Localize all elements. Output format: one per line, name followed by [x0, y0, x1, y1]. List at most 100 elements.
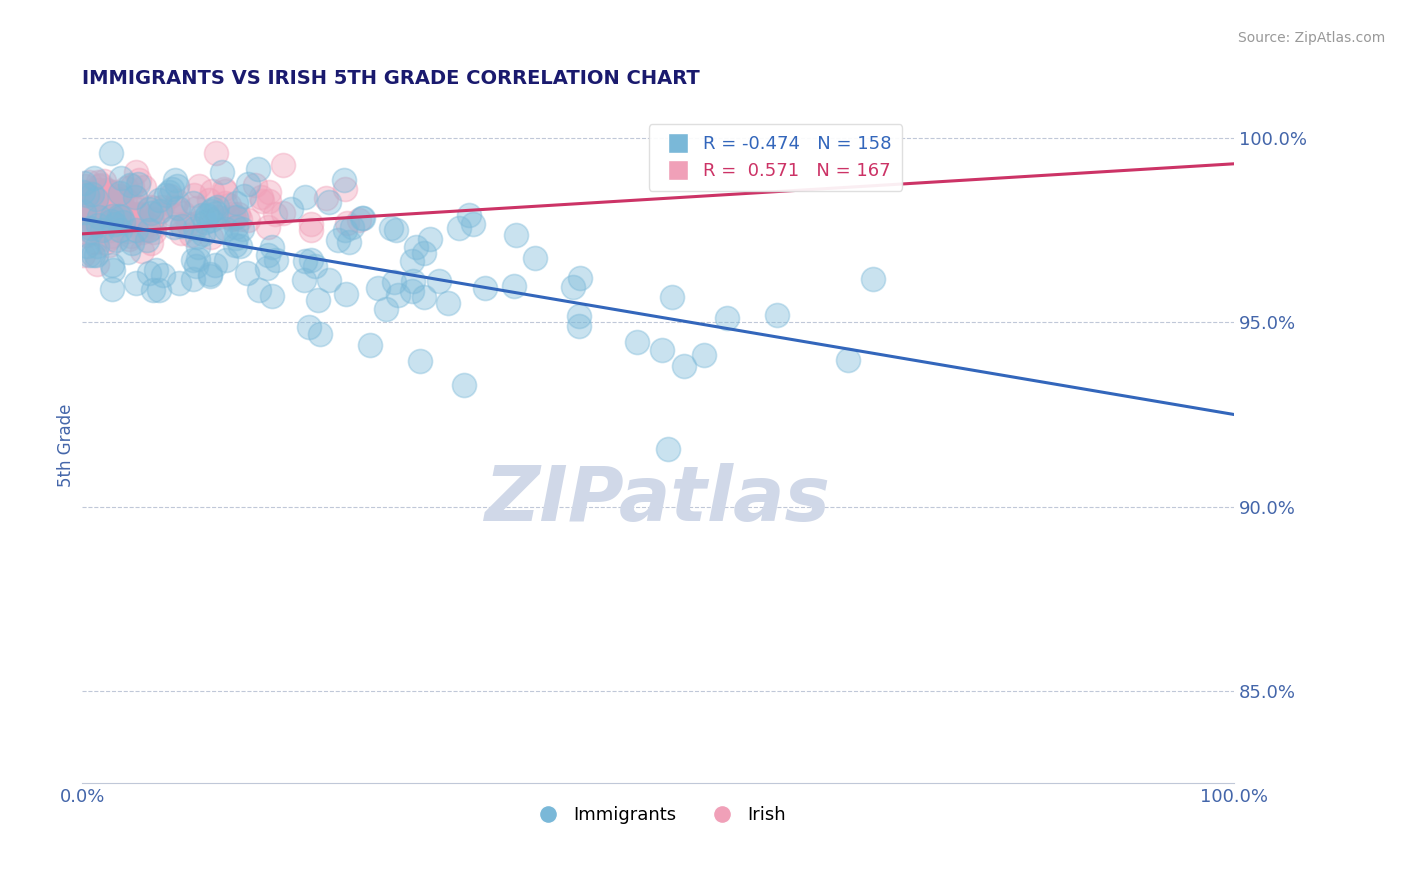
Point: [120, 206, 142, 220]
Point: [73, 205, 96, 219]
Point: [200, 212, 222, 227]
Point: [418, 232, 440, 246]
Point: [104, 233, 127, 247]
Point: [118, 231, 141, 245]
Point: [163, 208, 186, 222]
Point: [79, 211, 101, 225]
Point: [87, 223, 110, 237]
Point: [232, 188, 254, 202]
Point: [105, 210, 128, 224]
Point: [401, 254, 423, 268]
Point: [250, 190, 273, 204]
Point: [626, 334, 648, 349]
Point: [107, 204, 129, 219]
Point: [79, 201, 101, 215]
Point: [257, 185, 280, 199]
Point: [82, 190, 104, 204]
Point: [77, 185, 100, 199]
Point: [184, 201, 207, 215]
Point: [72, 191, 94, 205]
Point: [127, 178, 149, 192]
Point: [186, 229, 208, 244]
Point: [125, 277, 148, 291]
Point: [359, 338, 381, 352]
Point: [298, 319, 321, 334]
Point: [118, 196, 141, 211]
Point: [205, 145, 228, 160]
Point: [72, 248, 94, 262]
Point: [97, 201, 120, 215]
Point: [837, 353, 859, 368]
Point: [82, 226, 104, 240]
Point: [309, 326, 332, 341]
Point: [413, 290, 436, 304]
Point: [523, 252, 546, 266]
Point: [157, 185, 180, 199]
Point: [215, 253, 238, 268]
Point: [225, 231, 247, 245]
Point: [90, 178, 112, 193]
Point: [271, 158, 294, 172]
Point: [128, 207, 150, 221]
Point: [170, 219, 193, 233]
Point: [304, 259, 326, 273]
Point: [100, 145, 122, 160]
Point: [401, 274, 423, 288]
Point: [110, 186, 132, 200]
Point: [172, 206, 194, 220]
Point: [104, 185, 127, 199]
Point: [84, 209, 107, 223]
Point: [98, 238, 121, 252]
Point: [90, 207, 112, 221]
Point: [218, 198, 240, 212]
Point: [333, 173, 356, 187]
Point: [150, 200, 173, 214]
Point: [208, 223, 231, 237]
Point: [125, 223, 148, 237]
Point: [187, 252, 209, 266]
Point: [257, 248, 280, 262]
Point: [205, 200, 228, 214]
Point: [90, 186, 112, 201]
Point: [184, 221, 207, 235]
Point: [76, 187, 98, 202]
Point: [93, 196, 115, 211]
Point: [505, 227, 527, 242]
Point: [91, 223, 114, 237]
Point: [76, 239, 98, 253]
Point: [183, 187, 205, 202]
Point: [568, 319, 591, 334]
Point: [97, 216, 120, 230]
Point: [79, 221, 101, 235]
Point: [96, 203, 118, 218]
Point: [204, 258, 226, 272]
Point: [127, 208, 149, 222]
Point: [77, 203, 100, 218]
Point: [138, 217, 160, 231]
Point: [100, 209, 122, 223]
Point: [120, 228, 142, 243]
Point: [201, 202, 224, 216]
Point: [107, 193, 129, 207]
Point: [380, 220, 402, 235]
Point: [374, 301, 396, 316]
Point: [112, 206, 135, 220]
Text: Source: ZipAtlas.com: Source: ZipAtlas.com: [1237, 31, 1385, 45]
Point: [252, 194, 274, 208]
Point: [87, 175, 110, 189]
Point: [177, 217, 200, 231]
Point: [221, 211, 243, 226]
Point: [131, 221, 153, 235]
Point: [135, 234, 157, 248]
Point: [195, 209, 218, 223]
Point: [96, 211, 118, 225]
Point: [131, 244, 153, 258]
Point: [180, 227, 202, 242]
Point: [236, 266, 259, 280]
Point: [76, 228, 98, 243]
Point: [198, 269, 221, 284]
Point: [692, 348, 714, 362]
Point: [117, 244, 139, 259]
Point: [121, 178, 143, 193]
Point: [568, 309, 591, 323]
